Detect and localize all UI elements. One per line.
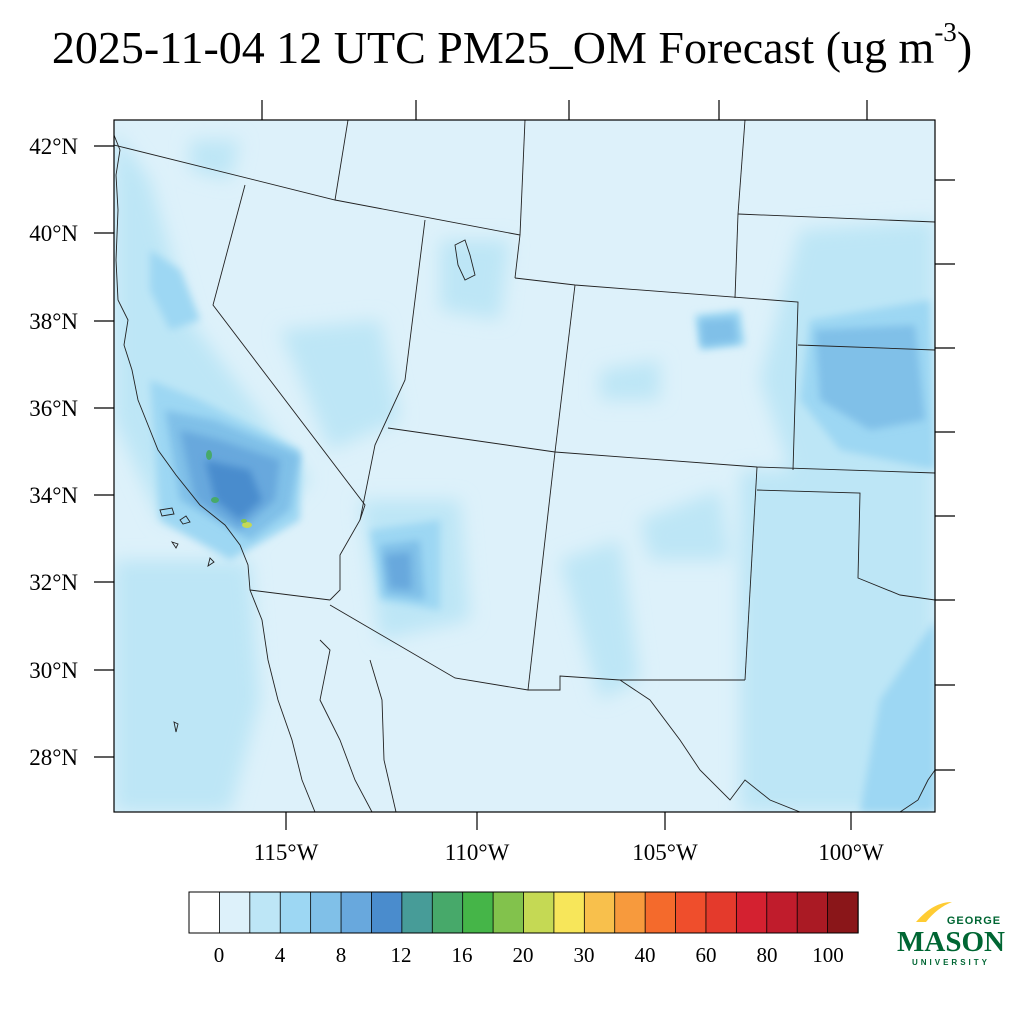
lon-label: 105°W (632, 840, 698, 865)
colorbar-box (735, 891, 768, 934)
logo-swoosh (916, 902, 952, 922)
colorbar-box (249, 891, 281, 934)
colorbar-box (705, 891, 738, 934)
colorbar-tick-label: 4 (275, 943, 286, 967)
colorbar-box (614, 891, 646, 934)
colorbar-box (279, 891, 312, 934)
lon-label: 110°W (445, 840, 510, 865)
colorbar-tick-label: 16 (452, 943, 473, 967)
lat-label: 32°N (29, 570, 78, 595)
latitude-labels: 42°N 40°N 38°N 36°N 34°N 32°N 30°N 28°N (29, 134, 78, 770)
map-frame (113, 119, 936, 813)
colorbar-box (188, 891, 221, 934)
lat-label: 38°N (29, 309, 78, 334)
colorbar-box (310, 891, 342, 934)
colorbar-tick-label: 40 (635, 943, 656, 967)
logo-mason: MASON (897, 926, 1005, 958)
concentration-field (114, 120, 935, 812)
lat-label: 40°N (29, 221, 78, 246)
colorbar-box (553, 891, 586, 934)
longitude-labels: 115°W 110°W 105°W 100°W (254, 840, 884, 865)
tick-marks (94, 100, 955, 830)
colorbar-tick-label: 0 (214, 943, 225, 967)
logo-george: GEORGE (947, 915, 1001, 927)
colorbar-tick-label: 20 (513, 943, 534, 967)
map-title: 2025-11-04 12 UTC PM25_OM Forecast (ug m… (0, 17, 1024, 84)
colorbar-labels: 0 4 8 12 16 20 30 40 60 80 100 (214, 943, 844, 967)
lat-label: 36°N (29, 396, 78, 421)
colorbar-tick-label: 8 (336, 943, 347, 967)
colorbar-tick-label: 100 (812, 943, 844, 967)
colorbar-tick-label: 12 (391, 943, 412, 967)
title-close: ) (956, 22, 973, 73)
colorbar-tick-label: 30 (574, 943, 595, 967)
colorbar-boxes (188, 891, 859, 934)
colorbar-box (462, 891, 494, 934)
lat-label: 34°N (29, 483, 78, 508)
boundaries (114, 120, 935, 812)
colorbar-tick-label: 80 (757, 943, 778, 967)
lat-label: 30°N (29, 658, 78, 683)
colorbar-box (219, 891, 251, 934)
lon-label: 100°W (818, 840, 884, 865)
logo-university: UNIVERSITY (912, 958, 990, 967)
colorbar-box (796, 891, 829, 934)
colorbar-box (675, 891, 707, 934)
title-text: 2025-11-04 12 UTC PM25_OM Forecast (ug m (51, 22, 935, 73)
lat-label: 42°N (29, 134, 78, 159)
lat-label: 28°N (29, 745, 78, 770)
colorbar-box (583, 891, 616, 934)
colorbar-box (766, 891, 798, 934)
colorbar-tick-label: 60 (696, 943, 717, 967)
title-superscript: -3 (934, 17, 957, 47)
colorbar-box (431, 891, 464, 934)
colorbar-frame (188, 891, 859, 934)
colorbar-box (523, 891, 555, 934)
lon-label: 115°W (254, 840, 319, 865)
colorbar-box (827, 891, 859, 934)
colorbar: 0 4 8 12 16 20 30 40 60 80 100 (188, 891, 859, 967)
colorbar-box (401, 891, 433, 934)
colorbar-box (371, 891, 403, 934)
hotspots (206, 450, 252, 528)
colorbar-box (492, 891, 525, 934)
colorbar-box (644, 891, 677, 934)
gmu-logo: GEORGE MASON UNIVERSITY (897, 902, 1005, 967)
colorbar-box (340, 891, 373, 934)
